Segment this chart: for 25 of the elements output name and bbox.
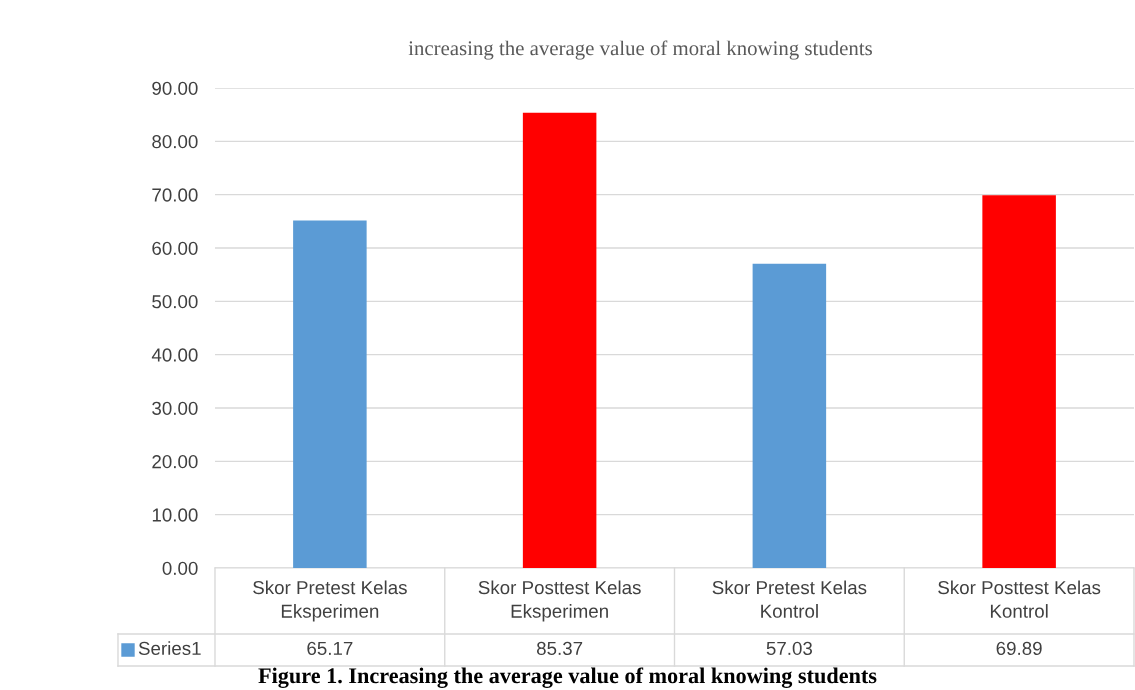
data-label: 65.17 (307, 641, 353, 656)
y-tick-label: 40.00 (151, 348, 198, 362)
y-tick-label: 60.00 (152, 241, 198, 255)
chart-title: increasing the average value of moral knowing students (408, 40, 872, 60)
legend-label: Series1 (138, 641, 201, 656)
bar (293, 220, 367, 568)
x-tick-label: Skor Posttest Kelas Eksperimen (478, 580, 641, 622)
data-label: 85.37 (536, 641, 583, 656)
y-tick-label: 20.00 (152, 455, 198, 469)
x-tick-label: Skor Pretest Kelas Kontrol (712, 580, 867, 618)
y-tick-label: 80.00 (152, 135, 198, 149)
bar (522, 112, 597, 568)
bar (752, 263, 827, 568)
x-tick-label: Skor Posttest Kelas Kontrol (938, 580, 1101, 618)
y-tick-label: 90.00 (152, 81, 198, 95)
y-tick-label: 30.00 (152, 401, 198, 415)
data-label: 69.89 (996, 641, 1042, 656)
y-tick-label: 50.00 (152, 295, 198, 309)
bar (982, 195, 1056, 568)
data-label: 57.03 (766, 641, 813, 656)
y-tick-label: 10.00 (152, 508, 198, 522)
y-tick-label: 0.00 (162, 561, 198, 575)
caption: Figure 1. Increasing the average value of moral knowing students (258, 667, 877, 688)
x-tick-label: Skor Pretest Kelas Eksperimen (253, 580, 407, 622)
y-tick-label: 70.00 (152, 188, 198, 202)
